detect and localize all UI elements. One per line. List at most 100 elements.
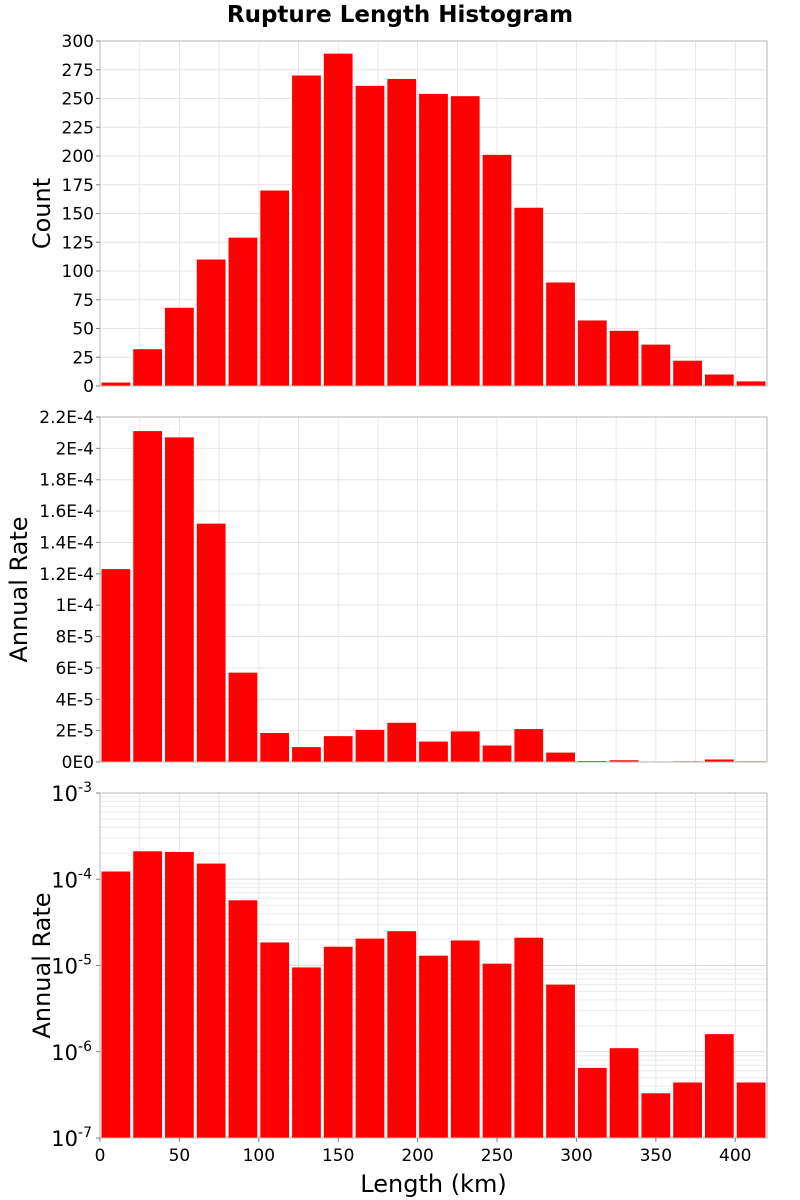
y-tick-label: 1.4E-4 xyxy=(39,533,94,553)
bar xyxy=(101,382,131,386)
bar xyxy=(704,759,734,762)
y-axis-label: Annual Rate xyxy=(5,516,33,662)
y-tick-label: 10-3 xyxy=(51,780,92,806)
y-tick-label: 10-5 xyxy=(51,953,92,979)
bar xyxy=(482,154,512,386)
bar xyxy=(133,349,163,386)
y-tick-label: 75 xyxy=(72,291,94,311)
panel-middle: 0E0 2E-5 4E-5 6E-5 8E-5 1E-4 1.2E-4 1.4E-4 1.6E-… xyxy=(5,408,768,773)
y-tick-label: 4E-5 xyxy=(55,690,94,710)
x-tick-label: 250 xyxy=(481,1146,513,1166)
bar xyxy=(292,747,321,762)
y-tick-label: 50 xyxy=(72,320,94,340)
bar xyxy=(228,237,258,386)
x-tick-label: 300 xyxy=(560,1146,592,1166)
y-tick-label: 225 xyxy=(62,118,94,138)
bar xyxy=(450,96,480,386)
bar xyxy=(387,722,417,762)
y-tick-label: 0E0 xyxy=(62,753,94,773)
bar xyxy=(609,330,639,386)
bar xyxy=(101,569,131,762)
y-tick-label: 2.2E-4 xyxy=(39,408,94,428)
bar xyxy=(323,736,353,762)
bar xyxy=(323,946,353,1138)
y-tick-label: 1.2E-4 xyxy=(39,565,94,585)
bar xyxy=(704,374,734,386)
bar xyxy=(419,741,448,762)
bar xyxy=(419,955,448,1138)
bar xyxy=(196,259,226,386)
bar xyxy=(514,207,544,386)
x-axis-label: Length (km) xyxy=(360,1170,506,1198)
y-tick-label: 1E-4 xyxy=(55,596,94,616)
y-tick-label: 300 xyxy=(62,32,94,52)
y-tick-label: 275 xyxy=(62,61,94,81)
bar xyxy=(419,93,448,387)
y-tick-label: 6E-5 xyxy=(55,659,94,679)
y-tick-label: 2E-5 xyxy=(55,722,94,742)
bar xyxy=(101,871,131,1138)
y-tick-label: 250 xyxy=(62,90,94,110)
bar xyxy=(133,851,163,1138)
x-tick-label: 0 xyxy=(95,1146,106,1166)
bar xyxy=(577,1067,607,1138)
plot-frame xyxy=(99,416,768,763)
bar xyxy=(165,307,194,386)
bar xyxy=(577,320,607,386)
bar xyxy=(133,431,163,762)
bar xyxy=(641,1093,671,1138)
y-tick-label: 8E-5 xyxy=(55,628,94,648)
bar xyxy=(673,1082,702,1138)
chart-title: Rupture Length Histogram xyxy=(226,2,574,28)
bar xyxy=(387,931,417,1138)
y-tick-label: 10-7 xyxy=(51,1125,92,1151)
y-tick-label: 200 xyxy=(62,147,94,167)
bar xyxy=(609,760,639,762)
y-tick-label: 1.6E-4 xyxy=(39,502,94,522)
y-tick-label: 125 xyxy=(62,233,94,253)
y-tick-label: 10-6 xyxy=(51,1039,92,1065)
bar xyxy=(165,437,194,762)
panel-bottom: 10-7 10-6 10-5 10-4 10-3 0 50 100 150 200 250 300 35… xyxy=(28,780,768,1198)
y-tick-label: 25 xyxy=(72,348,94,368)
bar xyxy=(196,863,226,1138)
bar xyxy=(387,78,417,386)
x-tick-label: 150 xyxy=(322,1146,354,1166)
bar xyxy=(323,53,353,387)
y-tick-label: 1.8E-4 xyxy=(39,471,94,491)
bar xyxy=(546,752,575,762)
y-tick-label: 100 xyxy=(62,262,94,282)
bar xyxy=(514,729,544,762)
x-tick-label: 50 xyxy=(169,1146,191,1166)
bar xyxy=(641,344,671,386)
bar xyxy=(546,282,575,386)
bar xyxy=(165,851,194,1138)
x-tick-label: 400 xyxy=(719,1146,751,1166)
y-axis-label: Count xyxy=(28,178,56,249)
bar xyxy=(355,85,385,386)
panel-top: 0 25 50 75 100 125 150 175 200 225 250 275 300 Count xyxy=(28,32,768,397)
bar xyxy=(292,967,321,1138)
bar xyxy=(482,745,512,762)
bar xyxy=(292,75,321,386)
y-tick-label: 0 xyxy=(83,377,94,397)
y-tick-label: 150 xyxy=(62,205,94,225)
bar xyxy=(228,672,258,762)
y-tick-label: 175 xyxy=(62,176,94,196)
y-tick-label: 2E-4 xyxy=(55,439,94,459)
bar xyxy=(736,1082,766,1138)
y-axis-label: Annual Rate xyxy=(28,892,56,1038)
bar xyxy=(450,940,480,1138)
bar xyxy=(609,1048,639,1138)
bar xyxy=(736,381,766,386)
bar xyxy=(450,731,480,762)
bar xyxy=(577,760,607,762)
bar xyxy=(704,1034,734,1138)
bar xyxy=(260,190,290,386)
bar xyxy=(355,729,385,762)
x-tick-label: 350 xyxy=(640,1146,672,1166)
bar xyxy=(482,963,512,1138)
bar xyxy=(260,732,290,762)
bar xyxy=(546,984,575,1138)
